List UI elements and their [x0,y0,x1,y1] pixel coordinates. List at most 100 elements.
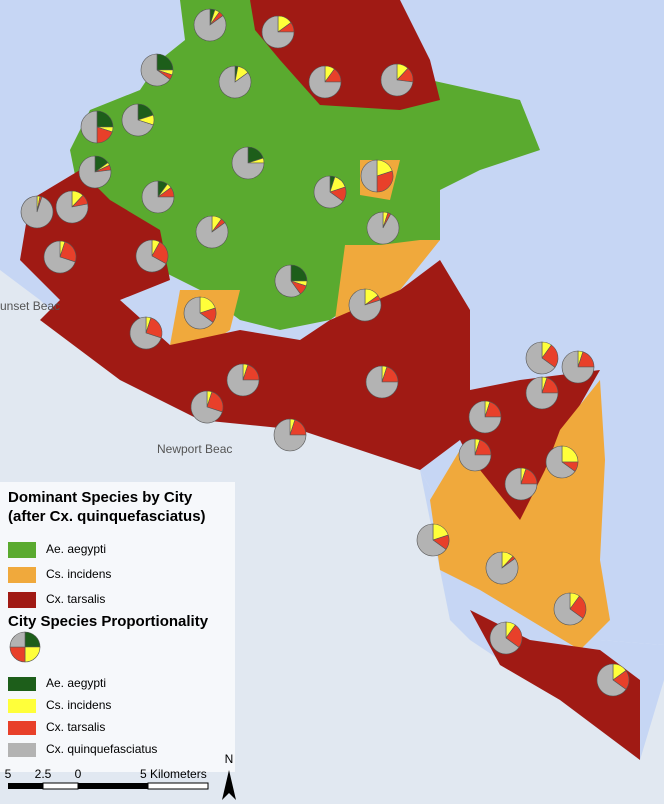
pie-slice [261,15,295,49]
pie [190,390,224,424]
pie-slice [545,445,576,479]
pie [183,296,217,330]
pie-slice [9,631,26,648]
pie-slice [504,467,538,501]
legend-label: Cs. incidens [46,567,111,581]
pie [129,316,163,350]
pie [365,365,399,399]
scale-label: 5 Kilometers [140,767,207,781]
pie-slice [553,592,584,626]
pie-slice [313,175,344,209]
pie [348,288,382,322]
pie [545,445,579,479]
pie [218,65,252,99]
pie [193,8,227,42]
legend-swatch [8,743,36,757]
place-label: Newport Beac [157,442,232,456]
pie [416,523,450,557]
pie [561,350,595,384]
legend: Ae. aegypti Cs. incidens Cx. tarsalis Ae. a… [8,542,157,757]
scale-segment [8,783,43,789]
pie [231,146,265,180]
pie [458,438,492,472]
scale-segment [42,782,79,790]
pie-slice [43,240,76,274]
scale-segment [147,782,209,790]
legend-swatch [8,721,36,735]
legend-bg [0,482,235,772]
pie-slice [525,341,556,375]
pie-slice [140,53,171,87]
pie-slice [376,170,394,193]
scale-label: 0 [75,767,82,781]
pie [273,418,307,452]
pie-slice [193,8,227,42]
pie-slice [218,65,252,99]
scale-bar: 5 2.5 0 5 Kilometers N [5,752,236,800]
pie-slice [489,621,520,655]
pie [141,180,175,214]
scale-segment [78,783,148,789]
pie-slice [20,195,54,229]
pie [525,341,559,375]
pie-slice [135,239,167,273]
pie [140,53,174,87]
legend-label: Ae. aegypti [46,542,106,556]
pie [226,363,260,397]
legend-label: Ae. aegypti [46,676,106,690]
legend-label: Cx. quinquefasciatus [46,742,157,756]
pie-slice [485,551,519,585]
pie [308,65,342,99]
pie-slice [458,438,492,472]
pie [55,190,89,224]
pie [20,195,54,229]
pie-slice [416,523,447,557]
pie [121,103,155,137]
place-label: unset Beac [0,299,60,313]
pie-slice [360,159,378,193]
north-label: N [225,752,234,766]
pie-slice [365,365,399,399]
pie-slice [55,190,89,224]
pie-slice [596,663,627,697]
north-arrow [222,770,236,800]
legend-label: Cs. incidens [46,698,111,712]
pie-slice [274,264,301,298]
pie [274,264,308,298]
pie-slice [195,215,229,249]
pie-slice [348,288,382,322]
pie-slice [183,296,214,330]
pie-slice [129,316,162,350]
pie [80,110,114,144]
scale-label: 5 [5,767,12,781]
pie [43,240,77,274]
pie-slice [468,400,502,434]
pie-slice [141,180,175,214]
pies [20,8,630,697]
legend-swatch [8,677,36,691]
pie-slice [366,211,400,245]
scale-label: 2.5 [35,767,52,781]
pie-slice [78,155,112,189]
legend-title: Dominant Species by City [8,489,193,506]
pie [135,239,169,273]
pie [78,155,112,189]
legend-swatch [8,699,36,713]
pie [313,175,347,209]
pie [485,551,519,585]
pie [261,15,295,49]
pie [596,663,630,697]
legend-pie [9,631,41,663]
legend-label: Cx. tarsalis [46,720,105,734]
legend-swatch [8,567,36,583]
pie-slice [231,146,265,180]
legend-swatch [8,592,36,608]
pie-slice [80,110,98,144]
pie-slice [525,376,559,410]
pie [525,376,559,410]
pie-slice [561,350,595,384]
legend-subtitle: (after Cx. quinquefasciatus) [8,508,206,525]
pie-slice [226,363,260,397]
pie-slice [308,65,342,99]
